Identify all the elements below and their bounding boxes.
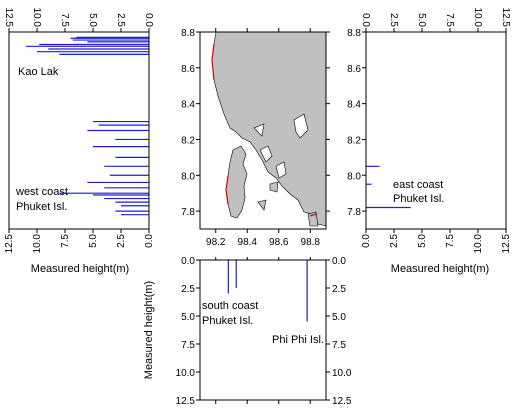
map-y-tick-label-5: 8.8 (181, 28, 195, 39)
east-bottom-tick-label-2: 5.0 (417, 234, 428, 248)
east-panel: 7.88.08.28.48.68.80.00.02.52.55.05.07.57… (347, 8, 512, 275)
west-top-tick-label-5: 12.5 (3, 8, 14, 28)
east-xlabel: Measured height(m) (391, 263, 489, 275)
west-bottom-tick-label-2: 5.0 (88, 234, 99, 248)
south-y-tick-label-right-5: 12.5 (332, 396, 352, 407)
west-annotation-west-coast: west coast (15, 186, 68, 198)
west-top-tick-label-3: 7.5 (59, 13, 70, 27)
map-island-2 (275, 161, 287, 179)
east-bottom-tick-label-0: 0.0 (361, 234, 372, 248)
east-y-tick-label-0: 7.8 (347, 207, 361, 218)
west-bottom-tick-label-0: 0.0 (144, 234, 155, 248)
map-ticks: 7.8 8.0 8.2 8.4 8.6 8.8 98.2 98.4 98.6 98.8 (181, 28, 330, 248)
south-plot-frame (199, 259, 327, 401)
map-y-tick-label-1: 8.0 (181, 171, 195, 182)
west-annotation-phuket: Phuket Isl. (16, 201, 67, 213)
map-coast-highlight-phuket (225, 175, 229, 205)
map-island-1 (259, 145, 273, 163)
south-y-tick-label-2: 5.0 (181, 312, 195, 323)
west-bottom-tick-label-4: 10.0 (32, 234, 43, 254)
south-y-tick-label-right-4: 10.0 (332, 368, 352, 379)
west-plot-frame (8, 31, 150, 230)
south-y-tick-label-right-0: 0.0 (332, 256, 346, 267)
east-bottom-tick-label-3: 7.5 (445, 234, 456, 248)
east-top-tick-label-1: 2.5 (388, 13, 399, 27)
map-y-tick-label-3: 8.4 (181, 100, 195, 111)
map-panel: 7.8 8.0 8.2 8.4 8.6 8.8 98.2 98.4 98.6 98.8 (181, 28, 330, 248)
south-annotation-phi-phi: Phi Phi Isl. (272, 334, 324, 346)
west-top-tick-label-0: 0.0 (143, 13, 154, 27)
east-y-tick-label-4: 8.6 (347, 64, 361, 75)
east-plot-frame (365, 31, 507, 230)
map-y-tick-label-0: 7.8 (181, 207, 195, 218)
east-top-tick-label-5: 12.5 (500, 8, 511, 28)
east-top-tick-label-4: 10.0 (472, 8, 483, 28)
south-panel: 0.0 0.0 2.5 2.5 5.0 5.0 7.5 7.5 10.0 10.0 12.5 12.5… (143, 256, 352, 407)
east-y-tick-label-3: 8.4 (347, 100, 361, 111)
east-bottom-tick-label-4: 10.0 (473, 234, 484, 254)
map-x-tick-label-3: 98.8 (301, 237, 321, 248)
south-y-tick-label-5: 12.5 (176, 396, 196, 407)
south-y-tick-label-1: 2.5 (181, 284, 195, 295)
map-x-tick-label-2: 98.6 (269, 237, 289, 248)
map-coast-highlight-south (309, 213, 317, 217)
map-island-3 (293, 113, 309, 139)
west-bottom-tick-label-5: 12.5 (4, 234, 15, 254)
map-x-tick-label-1: 98.4 (238, 237, 258, 248)
map-frame (199, 31, 327, 230)
east-top-tick-label-2: 5.0 (416, 13, 427, 27)
south-y-tick-label-right-1: 2.5 (332, 284, 346, 295)
east-bottom-tick-label-1: 2.5 (389, 234, 400, 248)
east-bars (366, 165, 411, 209)
west-top-tick-label-1: 2.5 (115, 13, 126, 27)
south-bars (227, 260, 308, 322)
south-ylabel: Measured height(m) (143, 281, 155, 379)
map-island-4 (253, 123, 265, 137)
west-panel: 0.0 0.0 2.5 2.5 5.0 5.0 7.5 7.5 10.0 10.0 12.5 12.5… (3, 8, 155, 275)
west-ticks: 0.0 0.0 2.5 2.5 5.0 5.0 7.5 7.5 10.0 10.0 12.5 12.5 (3, 8, 155, 254)
south-annotation-south-coast: south coast (202, 300, 258, 312)
east-top-tick-label-3: 7.5 (444, 13, 455, 27)
map-phi-phi-island (307, 211, 319, 227)
south-y-tick-label-3: 7.5 (181, 340, 195, 351)
east-bottom-tick-label-5: 12.5 (501, 234, 512, 254)
east-y-tick-label-5: 8.8 (347, 28, 361, 39)
east-annotation-phuket: Phuket Isl. (393, 193, 444, 205)
west-annotation-kao-lak: Kao Lak (18, 66, 59, 78)
map-x-tick-label-0: 98.2 (206, 237, 226, 248)
map-y-tick-label-4: 8.6 (181, 64, 195, 75)
west-bottom-tick-label-3: 7.5 (60, 234, 71, 248)
east-y-tick-label-2: 8.2 (347, 135, 361, 146)
south-ticks: 0.0 0.0 2.5 2.5 5.0 5.0 7.5 7.5 10.0 10.0 12.5 12.5 (176, 256, 352, 407)
south-y-tick-label-right-3: 7.5 (332, 340, 346, 351)
map-island-6 (257, 199, 267, 211)
south-y-tick-label-4: 10.0 (176, 368, 196, 379)
south-y-tick-label-right-2: 5.0 (332, 312, 346, 323)
west-top-tick-label-4: 10.0 (31, 8, 42, 28)
east-annotation-east-coast: east coast (393, 179, 443, 191)
map-coast-highlight-north (211, 43, 215, 81)
west-bars (25, 36, 149, 216)
south-annotation-phuket: Phuket Isl. (202, 315, 253, 327)
east-y-tick-label-1: 8.0 (347, 171, 361, 182)
east-top-tick-label-0: 0.0 (360, 13, 371, 27)
south-y-tick-label-0: 0.0 (181, 256, 195, 267)
west-bottom-tick-label-1: 2.5 (116, 234, 127, 248)
map-island-5 (269, 181, 279, 193)
map-y-tick-label-2: 8.2 (181, 135, 195, 146)
west-top-tick-label-2: 5.0 (87, 13, 98, 27)
east-ticks: 7.88.08.28.48.68.80.00.02.52.55.05.07.57… (347, 8, 512, 254)
west-xlabel: Measured height(m) (31, 263, 129, 275)
